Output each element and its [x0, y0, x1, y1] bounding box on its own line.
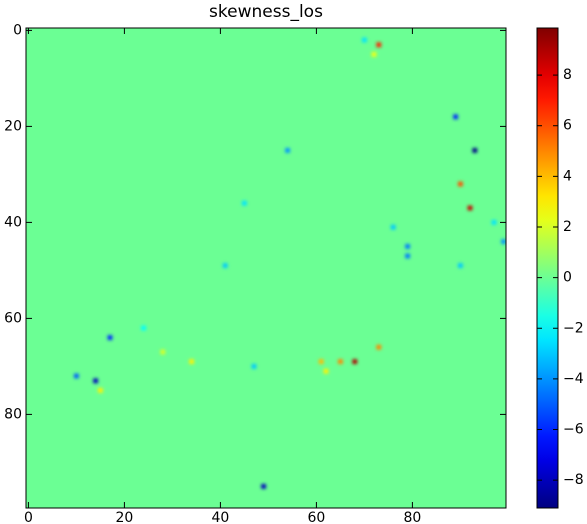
heat-cell [352, 359, 358, 364]
heat-cell [338, 359, 343, 364]
y-tick-label: 20 [4, 118, 22, 134]
heat-cell [453, 114, 458, 120]
colorbar [536, 27, 559, 509]
colorbar-tick-label: 0 [563, 270, 572, 286]
heat-cell [362, 37, 367, 43]
y-tick-label: 0 [13, 22, 22, 38]
heat-cell [376, 344, 382, 350]
x-tick-label: 60 [307, 510, 325, 524]
heat-cell [376, 42, 382, 48]
y-tick-label: 80 [4, 406, 22, 422]
heat-cell [261, 484, 266, 489]
heat-cell [222, 263, 228, 268]
heat-cell [472, 148, 478, 153]
x-tick-label: 0 [24, 510, 33, 524]
heat-cell [242, 200, 247, 206]
heat-cell [107, 335, 113, 340]
heat-cell [405, 244, 410, 249]
heat-cell [285, 148, 290, 153]
heat-cell [189, 359, 194, 364]
colorbar-tick-label: −4 [563, 371, 584, 387]
colorbar-tick-label: 8 [563, 67, 572, 83]
heat-cell [458, 263, 463, 268]
heat-cell [405, 253, 410, 259]
heat-cell [318, 359, 324, 364]
colorbar-tick-label: 6 [563, 118, 572, 134]
heat-cell [141, 325, 146, 331]
colorbar-tick-label: −6 [563, 422, 584, 438]
x-tick-label: 80 [403, 510, 421, 524]
x-tick-label: 40 [211, 510, 229, 524]
heat-cell [467, 205, 473, 211]
heat-cell [323, 368, 329, 374]
heat-cell [390, 224, 396, 230]
colorbar-tick-label: 2 [563, 219, 572, 235]
heat-cell [93, 378, 98, 384]
x-tick-label: 20 [115, 510, 133, 524]
plot-frame [25, 27, 507, 509]
heatmap [26, 28, 506, 508]
colorbar-tick-label: −8 [563, 472, 584, 488]
colorbar-tick-label: −2 [563, 320, 584, 336]
heat-cell [501, 239, 506, 244]
y-tick-label: 60 [4, 310, 22, 326]
y-tick-label: 40 [4, 214, 22, 230]
heat-cell [74, 373, 79, 379]
heat-cell [491, 220, 497, 225]
colorbar-tick-label: 4 [563, 168, 572, 184]
heat-cell [160, 349, 166, 355]
heat-cell [251, 364, 257, 369]
heat-cell [98, 388, 103, 393]
background-cell [26, 28, 506, 508]
heat-cell [458, 181, 463, 187]
heat-cell [371, 52, 377, 57]
chart-title: skewness_los [209, 2, 323, 22]
